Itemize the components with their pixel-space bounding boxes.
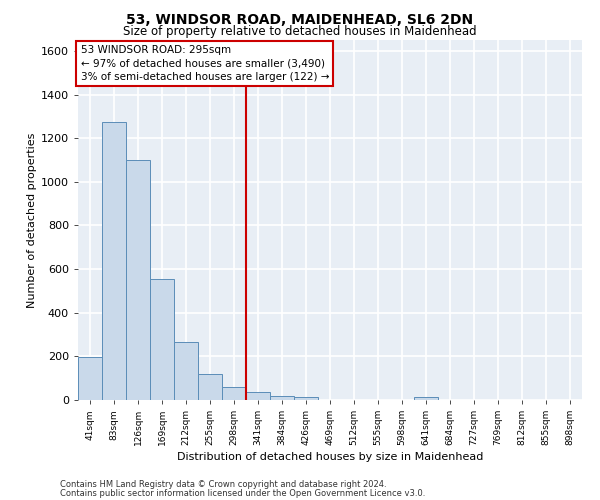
- Bar: [78, 358, 102, 400]
- Bar: [246, 392, 270, 400]
- Text: 53, WINDSOR ROAD, MAIDENHEAD, SL6 2DN: 53, WINDSOR ROAD, MAIDENHEAD, SL6 2DN: [127, 12, 473, 26]
- Bar: [414, 396, 438, 400]
- Bar: [294, 396, 318, 400]
- Text: Contains HM Land Registry data © Crown copyright and database right 2024.: Contains HM Land Registry data © Crown c…: [60, 480, 386, 489]
- X-axis label: Distribution of detached houses by size in Maidenhead: Distribution of detached houses by size …: [177, 452, 483, 462]
- Y-axis label: Number of detached properties: Number of detached properties: [26, 132, 37, 308]
- Bar: [102, 122, 126, 400]
- Text: Contains public sector information licensed under the Open Government Licence v3: Contains public sector information licen…: [60, 488, 425, 498]
- Bar: [174, 342, 198, 400]
- Bar: [150, 279, 174, 400]
- Text: Size of property relative to detached houses in Maidenhead: Size of property relative to detached ho…: [123, 25, 477, 38]
- Bar: [126, 160, 150, 400]
- Bar: [270, 396, 294, 400]
- Text: 53 WINDSOR ROAD: 295sqm
← 97% of detached houses are smaller (3,490)
3% of semi-: 53 WINDSOR ROAD: 295sqm ← 97% of detache…: [80, 46, 329, 82]
- Bar: [198, 374, 222, 400]
- Bar: [222, 387, 246, 400]
